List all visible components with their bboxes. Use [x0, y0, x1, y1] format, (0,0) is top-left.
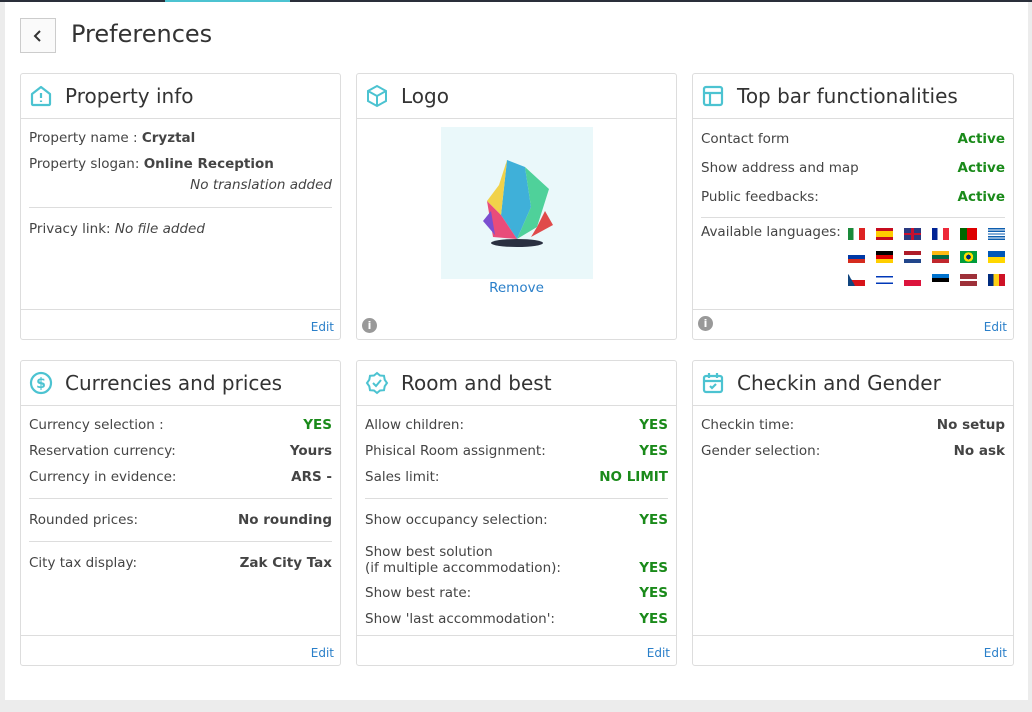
svg-text:$: $	[36, 376, 46, 392]
card-title: Logo	[401, 84, 449, 108]
row-value: No rounding	[238, 512, 332, 528]
flag-ru-icon	[848, 251, 865, 263]
chevron-left-icon	[33, 29, 41, 42]
row-value: YES	[639, 417, 668, 433]
flag-nl-icon	[904, 251, 921, 263]
address-map-label: Show address and map	[701, 159, 859, 176]
row-value: Zak City Tax	[239, 555, 332, 571]
edit-link[interactable]: Edit	[310, 320, 334, 334]
row-label: Sales limit:	[365, 469, 440, 485]
row-label: Allow children:	[365, 417, 465, 433]
info-icon[interactable]: i	[362, 318, 377, 333]
card-title: Checkin and Gender	[737, 371, 941, 395]
flag-cz-icon	[848, 274, 865, 286]
badge-check-icon	[365, 371, 389, 395]
row-value: No setup	[936, 417, 1005, 433]
checkin-gender-card: Checkin and Gender Checkin time: No setup…	[692, 360, 1014, 666]
back-button[interactable]	[20, 18, 56, 53]
row-label: Show best solution	[365, 544, 493, 560]
edit-link[interactable]: Edit	[983, 646, 1007, 660]
contact-form-status: Active	[957, 130, 1006, 147]
flag-gb-icon	[904, 228, 921, 240]
flag-ee-icon	[932, 274, 949, 286]
row-label: Checkin time:	[701, 417, 795, 433]
row-label: (if multiple accommodation):	[365, 560, 561, 576]
property-name-label: Property name :	[29, 130, 138, 146]
info-icon[interactable]: i	[698, 316, 713, 331]
row-value: Yours	[289, 443, 332, 459]
row-value: YES	[303, 417, 332, 433]
available-languages-label: Available languages:	[701, 224, 841, 240]
remove-logo-link[interactable]: Remove	[489, 280, 544, 296]
row-value: YES	[639, 443, 668, 459]
no-translation-note: No translation added	[190, 177, 332, 193]
row-label: Rounded prices:	[29, 512, 139, 528]
row-label: Show occupancy selection:	[365, 512, 548, 528]
crystal-logo	[483, 160, 553, 247]
edit-link[interactable]: Edit	[310, 646, 334, 660]
logo-card: Logo Remove i	[356, 73, 677, 340]
dollar-circle-icon: $	[29, 371, 53, 395]
row-label: Phisical Room assignment:	[365, 443, 546, 459]
flag-ua-icon	[988, 251, 1005, 263]
row-label: City tax display:	[29, 555, 138, 571]
top-bar-functionalities-card: Top bar functionalities Contact form Acti…	[692, 73, 1014, 340]
row-value: No ask	[953, 443, 1005, 459]
row-label: Gender selection:	[701, 443, 821, 459]
top-bar	[0, 0, 1032, 2]
flag-lt-icon	[932, 251, 949, 263]
public-feedbacks-status: Active	[957, 188, 1006, 205]
row-label: Show best rate:	[365, 585, 472, 601]
flag-it-icon	[848, 228, 865, 240]
room-and-best-card: Room and best Allow children: YES Phisica…	[356, 360, 677, 666]
page-title: Preferences	[71, 20, 213, 48]
currencies-card: $ Currencies and prices Currency selectio…	[20, 360, 341, 666]
row-value: YES	[639, 512, 668, 528]
property-info-card: Property info Property name : Cryztal Pr…	[20, 73, 341, 340]
privacy-link-label: Privacy link:	[29, 221, 111, 237]
public-feedbacks-label: Public feedbacks:	[701, 188, 819, 205]
row-value: YES	[639, 560, 668, 576]
flag-br-icon	[960, 251, 977, 263]
row-value: YES	[639, 611, 668, 627]
edit-link[interactable]: Edit	[983, 320, 1007, 334]
property-slogan-value: Online Reception	[143, 156, 274, 172]
flag-il-icon	[876, 274, 893, 286]
row-value: NO LIMIT	[599, 469, 668, 485]
house-alert-icon	[30, 85, 52, 107]
card-title: Property info	[65, 84, 194, 108]
address-map-status: Active	[957, 159, 1006, 176]
row-label: Show 'last accommodation':	[365, 611, 555, 627]
card-title: Top bar functionalities	[737, 84, 958, 108]
flag-de-icon	[876, 251, 893, 263]
card-title: Currencies and prices	[65, 371, 283, 395]
card-title: Room and best	[401, 371, 552, 395]
row-label: Currency selection :	[29, 417, 164, 433]
property-slogan-label: Property slogan:	[29, 156, 140, 172]
flag-es-icon	[876, 228, 893, 240]
contact-form-label: Contact form	[701, 130, 790, 147]
row-label: Currency in evidence:	[29, 469, 177, 485]
calendar-check-icon	[702, 373, 724, 394]
logo-image	[441, 127, 593, 279]
flag-lv-icon	[960, 274, 977, 286]
row-value: ARS -	[291, 469, 332, 485]
edit-link[interactable]: Edit	[646, 646, 670, 660]
row-label: Reservation currency:	[29, 443, 176, 459]
property-name-value: Cryztal	[141, 130, 196, 146]
language-flags	[848, 228, 1005, 286]
row-value: YES	[639, 585, 668, 601]
flag-pl-icon	[904, 274, 921, 286]
flag-pt-icon	[960, 228, 977, 240]
flag-fr-icon	[932, 228, 949, 240]
flag-gr-icon	[988, 228, 1005, 240]
privacy-link-value: No file added	[114, 221, 205, 237]
layout-icon	[702, 85, 724, 107]
cube-icon	[367, 84, 387, 108]
flag-ro-icon	[988, 274, 1005, 286]
